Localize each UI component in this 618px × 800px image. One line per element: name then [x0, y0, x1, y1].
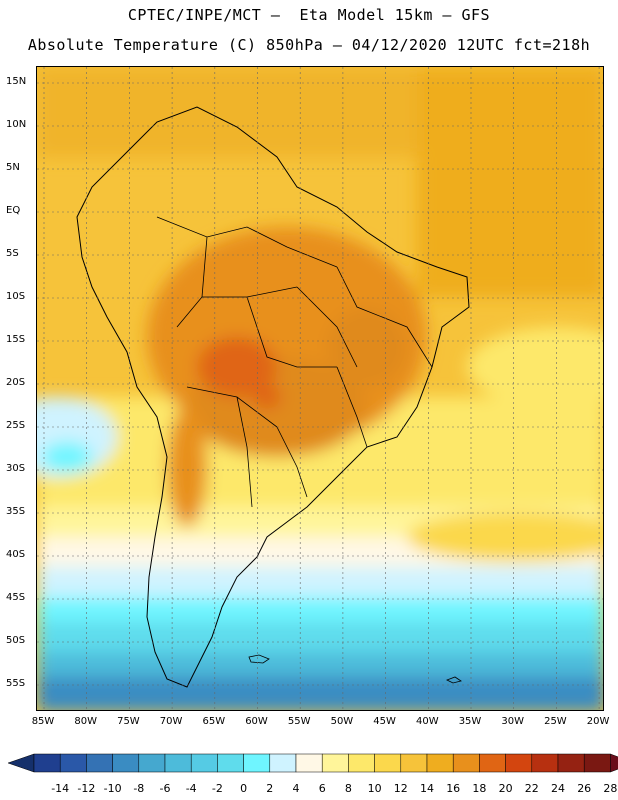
continent-outline — [76, 106, 470, 688]
lon-label: 75W — [117, 716, 140, 727]
colorbar-swatch — [33, 753, 61, 773]
colorbar-swatch — [295, 753, 323, 773]
colorbar-tick-label: 22 — [524, 782, 539, 795]
lat-label: 30S — [6, 463, 26, 474]
lat-label: 5N — [6, 162, 20, 173]
colorbar-tick-label: 26 — [577, 782, 592, 795]
colorbar-tick-label: -10 — [103, 782, 122, 795]
colorbar-swatch — [426, 753, 454, 773]
colorbar-tick-label: 14 — [420, 782, 434, 795]
lat-label: 20S — [6, 377, 26, 388]
colorbar-swatch — [112, 753, 140, 773]
colorbar-swatch — [505, 753, 533, 773]
lat-label: 40S — [6, 549, 26, 560]
colorbar-tick-label: 20 — [498, 782, 513, 795]
colorbar-tick-label: 8 — [344, 782, 352, 795]
colorbar-swatch — [452, 753, 480, 773]
map-panel — [36, 66, 604, 711]
colorbar-tick-label: 4 — [292, 782, 300, 795]
colorbar-tick-label: 0 — [240, 782, 248, 795]
colorbar-tick-label: 18 — [472, 782, 487, 795]
lon-label: 45W — [373, 716, 396, 727]
colorbar-end-left — [7, 753, 35, 773]
lon-label: 65W — [202, 716, 226, 727]
lat-label: 45S — [6, 592, 26, 603]
colorbar-swatch — [86, 753, 113, 773]
lon-label: 55W — [287, 716, 311, 727]
colorbar-swatch — [374, 753, 402, 773]
temperature-field — [37, 67, 603, 710]
lon-label: 50W — [330, 716, 354, 727]
colorbar-swatch — [217, 753, 244, 773]
lat-label: 35S — [6, 506, 26, 517]
lat-label: 10N — [6, 119, 27, 130]
colorbar-tick-label: -6 — [159, 782, 171, 795]
lat-label: 15N — [6, 76, 27, 87]
lat-label: 55S — [6, 678, 26, 689]
lon-label: 25W — [544, 716, 567, 727]
lon-label: 70W — [159, 716, 183, 727]
colorbar-swatch — [269, 753, 297, 773]
colorbar-swatch — [531, 753, 559, 773]
colorbar-tick-label: -12 — [77, 782, 96, 795]
chart-title-line2: Absolute Temperature (C) 850hPa – 04/12/… — [27, 36, 591, 54]
colorbar-swatch — [348, 753, 375, 773]
colorbar-tick-label: 10 — [367, 782, 382, 795]
colorbar-tick-label: 16 — [446, 782, 461, 795]
colorbar — [7, 753, 618, 773]
colorbar-tick-label: 6 — [318, 782, 326, 795]
colorbar-swatch — [321, 753, 349, 773]
colorbar-swatch — [557, 753, 585, 773]
colorbar-swatch — [583, 753, 611, 773]
lon-label: 85W — [31, 716, 55, 727]
lat-label: 25S — [6, 420, 26, 431]
south-georgia — [446, 676, 462, 684]
colorbar-tick-label: -8 — [133, 782, 145, 795]
colorbar-end-right — [610, 753, 618, 773]
lon-label: 40W — [415, 716, 439, 727]
lat-label: 10S — [6, 291, 26, 302]
country-borders — [156, 216, 433, 508]
lat-label: EQ — [6, 205, 21, 216]
colorbar-tick-label: -14 — [51, 782, 70, 795]
colorbar-tick-label: -2 — [211, 782, 223, 795]
colorbar-tick-label: 24 — [551, 782, 565, 795]
colorbar-tick-label: 12 — [393, 782, 408, 795]
colorbar-swatch — [138, 753, 166, 773]
lat-label: 50S — [6, 635, 26, 646]
colorbar-swatch — [164, 753, 192, 773]
lon-label: 30W — [501, 716, 524, 727]
colorbar-tick-label: 2 — [266, 782, 274, 795]
lon-label: 35W — [458, 716, 482, 727]
colorbar-swatch — [243, 753, 271, 773]
lon-label: 80W — [74, 716, 97, 727]
colorbar-swatch — [59, 753, 87, 773]
colorbar-swatch — [400, 753, 428, 773]
colorbar-tick-label: 28 — [603, 782, 618, 795]
temperature-map — [37, 67, 603, 710]
colorbar-tick-label: -4 — [185, 782, 197, 795]
chart-title-line1: CPTEC/INPE/MCT – Eta Model 15km – GFS — [127, 6, 491, 24]
colorbar-swatch — [190, 753, 218, 773]
lat-label: 5S — [6, 248, 19, 259]
lon-label: 60W — [245, 716, 268, 727]
lon-label: 20W — [586, 716, 610, 727]
lat-label: 15S — [6, 334, 26, 345]
falkland-islands — [248, 654, 270, 664]
colorbar-swatch — [479, 753, 506, 773]
